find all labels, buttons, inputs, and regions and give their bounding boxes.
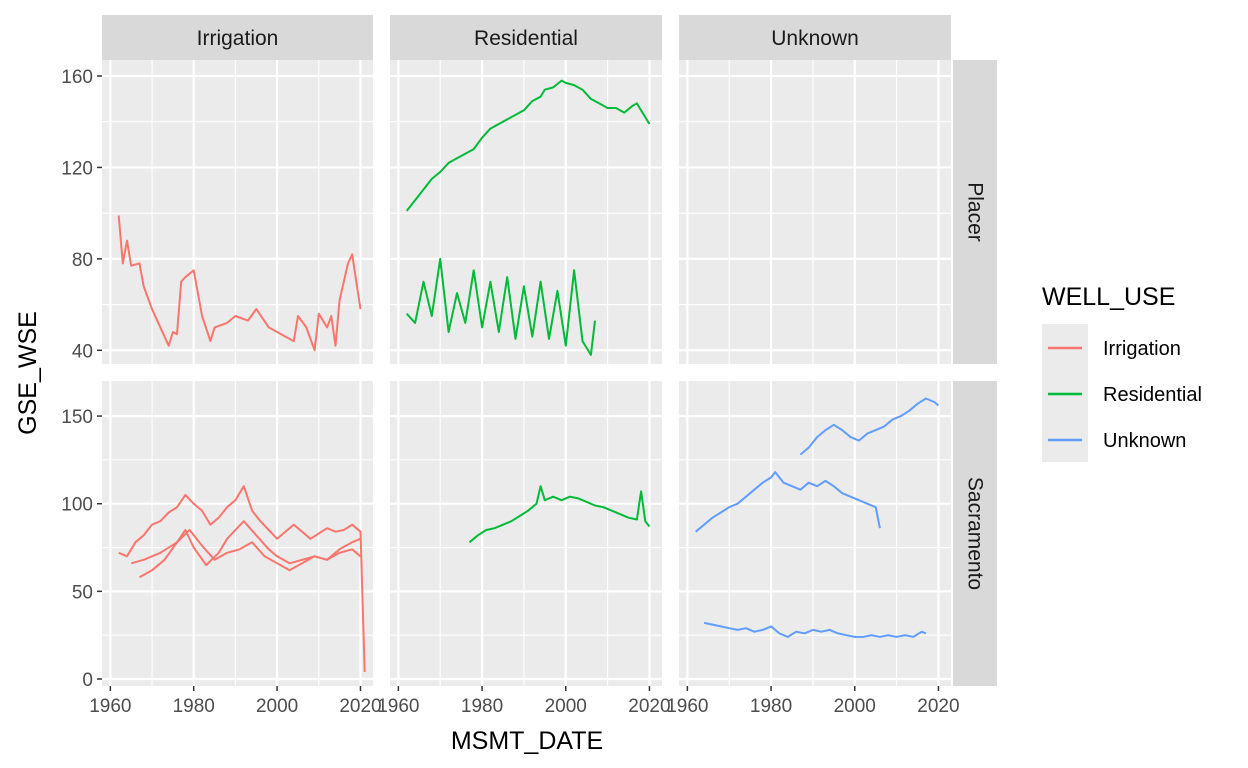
panel-sacramento-unknown: [679, 381, 951, 686]
strip-label: Sacramento: [964, 477, 987, 590]
strip-sacramento: Sacramento: [953, 381, 997, 686]
x-tick-label: 2020: [917, 696, 959, 717]
x-tick-label: 1980: [461, 696, 503, 717]
x-tick-label: 1980: [173, 696, 215, 717]
panel-background: [102, 381, 373, 686]
legend-entry-unknown: Unknown: [1048, 430, 1186, 452]
strip-background: [953, 60, 997, 364]
series-line-unknown-sacramento-9: [703, 621, 927, 638]
y-axis-title: GSE_WSE: [14, 311, 42, 435]
series-line-irrigation-sacramento-5: [130, 529, 362, 572]
series-line-unknown-sacramento-7: [799, 397, 940, 456]
strip-label: Unknown: [771, 27, 859, 50]
legend-entry-residential: Residential: [1048, 384, 1202, 406]
panel-background: [679, 60, 951, 364]
y-axis-placer: 40 80 120 160: [61, 67, 102, 362]
series-layer: [117, 79, 940, 673]
series-line-unknown-sacramento-8: [695, 471, 881, 533]
x-tick-label: 1960: [666, 696, 708, 717]
series-line-irrigation-placer-0: [117, 215, 362, 352]
legend-keys: Irrigation Residential Unknown: [1042, 324, 1202, 462]
strip-label: Placer: [964, 182, 987, 242]
y-tick-label: 100: [61, 495, 93, 516]
legend-label: Irrigation: [1103, 338, 1181, 360]
x-tick-label: 2000: [545, 696, 587, 717]
strip-unknown: Unknown: [679, 15, 951, 60]
strip-label: Residential: [474, 27, 578, 50]
y-tick-label: 40: [72, 341, 93, 362]
x-tick-label: 2020: [628, 696, 670, 717]
series-line-residential-sacramento-6: [468, 485, 651, 544]
legend-entry-irrigation: Irrigation: [1048, 338, 1181, 360]
legend: WELL_USE Irrigation Residential Unknown: [1042, 283, 1202, 462]
x-tick-label: 1980: [750, 696, 792, 717]
x-tick-label: 2020: [339, 696, 381, 717]
y-tick-label: 50: [72, 582, 93, 603]
panel-placer-unknown: [679, 60, 951, 364]
series-line-irrigation-sacramento-3: [118, 485, 366, 673]
panel-placer-residential: [390, 60, 662, 364]
panel-background: [390, 381, 662, 686]
x-axis-title: MSMT_DATE: [451, 727, 603, 755]
series-line-residential-placer-1: [405, 79, 651, 212]
y-tick-label: 80: [72, 250, 93, 271]
panel-background: [102, 60, 373, 364]
panel-background: [679, 381, 951, 686]
legend-title: WELL_USE: [1042, 283, 1175, 311]
facet-strips: Irrigation Residential Unknown Placer Sacram…: [102, 15, 997, 686]
panel-background: [390, 60, 662, 364]
x-tick-label: 2000: [834, 696, 876, 717]
y-tick-label: 0: [82, 670, 93, 691]
y-axis-sacramento: 0 50 100 150: [61, 407, 102, 691]
strip-background: [679, 15, 951, 60]
x-axis-unknown: 1960 1980 2000 2020: [666, 686, 960, 717]
legend-label: Unknown: [1103, 430, 1186, 452]
strip-residential: Residential: [390, 15, 662, 60]
x-tick-label: 2000: [256, 696, 298, 717]
x-tick-label: 1960: [89, 696, 131, 717]
y-tick-label: 120: [61, 158, 93, 179]
panel-sacramento-residential: [390, 381, 662, 686]
strip-background: [102, 15, 373, 60]
strip-placer: Placer: [953, 60, 997, 364]
panel-placer-irrigation: [102, 60, 373, 364]
strip-label: Irrigation: [197, 27, 279, 50]
panels-layer: [102, 60, 951, 686]
series-line-residential-placer-2: [405, 257, 596, 356]
x-axis-irrigation: 1960 1980 2000 2020: [89, 686, 382, 717]
strip-irrigation: Irrigation: [102, 15, 373, 60]
panel-sacramento-irrigation: [102, 381, 373, 686]
x-axis-residential: 1960 1980 2000 2020: [377, 686, 671, 717]
y-tick-label: 160: [61, 67, 93, 88]
y-tick-label: 150: [61, 407, 93, 428]
legend-label: Residential: [1103, 384, 1202, 406]
strip-background: [390, 15, 662, 60]
strip-background: [953, 381, 997, 686]
x-tick-label: 1960: [377, 696, 419, 717]
